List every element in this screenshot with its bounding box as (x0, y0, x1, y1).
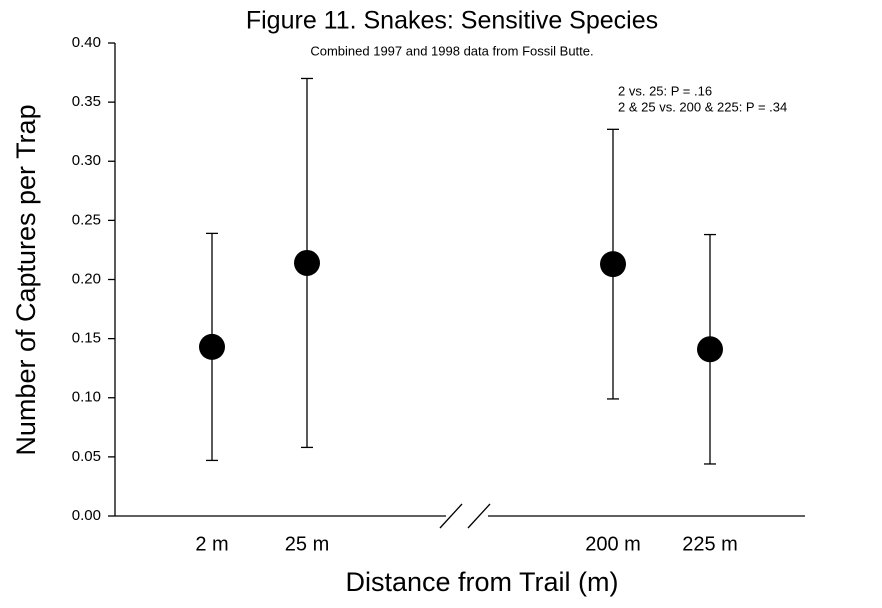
axis-break (439, 503, 463, 529)
x-tick-label: 2 m (195, 533, 228, 555)
point (697, 336, 723, 363)
point (294, 249, 320, 276)
chart-subtitle: Combined 1997 and 1998 data from Fossil … (310, 43, 593, 58)
point (199, 333, 225, 360)
y-tick-label: 0.25 (72, 211, 101, 228)
y-tick-label: 0.05 (72, 448, 101, 465)
y-tick-label: 0.15 (72, 330, 101, 347)
x-axis-label: Distance from Trail (m) (345, 567, 618, 597)
y-tick-label: 0.10 (72, 389, 101, 406)
y-tick-label: 0.20 (72, 270, 101, 287)
annotation: 2 vs. 25: P = .16 (618, 83, 712, 98)
y-tick-label: 0.00 (72, 507, 101, 524)
chart-title: Figure 11. Snakes: Sensitive Species (246, 7, 658, 35)
axis-break-gap (446, 506, 488, 526)
y-axis-label: Number of Captures per Trap (11, 104, 41, 455)
point (600, 251, 626, 278)
y-tick-label: 0.40 (72, 34, 101, 51)
y-tick-label: 0.30 (72, 152, 101, 169)
x-tick-label: 225 m (682, 533, 738, 555)
x-tick-label: 200 m (585, 533, 641, 555)
annotation: 2 & 25 vs. 200 & 225: P = .34 (618, 99, 787, 114)
y-tick-label: 0.35 (72, 93, 101, 110)
x-tick-label: 25 m (285, 533, 329, 555)
axis-break (467, 503, 491, 529)
